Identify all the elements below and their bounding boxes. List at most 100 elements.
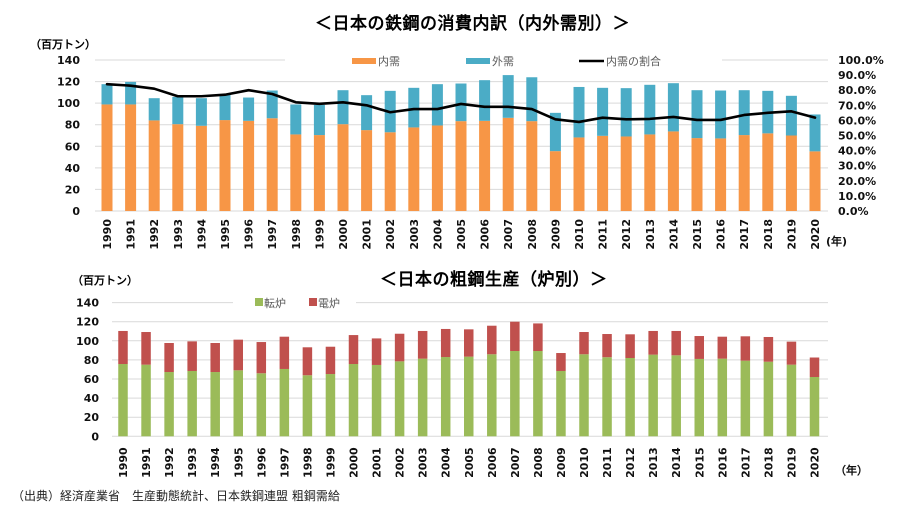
x-tick-label: 2011	[597, 219, 610, 250]
x-tick-label: 2014	[667, 219, 680, 250]
y-tick-label: 80	[84, 354, 100, 367]
legend-label-domestic: 内需	[378, 54, 400, 68]
x-tick-label: 2016	[716, 447, 729, 478]
x-tick-label: 2007	[502, 219, 515, 250]
bar-eaf-2015	[694, 336, 704, 359]
bar-bof-2014	[671, 355, 681, 437]
y-tick-label: 20	[65, 183, 81, 196]
y-tick-label: 100	[57, 97, 80, 110]
bar-bof-2007	[510, 351, 520, 437]
x-tick-label: 1995	[219, 219, 232, 250]
x-tick-label: 1998	[301, 447, 314, 478]
y-tick-label: 0	[72, 205, 80, 218]
y-tick-label: 0	[91, 430, 99, 443]
bar-export-2006	[479, 80, 491, 121]
bar-bof-2013	[648, 354, 658, 437]
y-tick-label: 20	[84, 411, 100, 424]
bar-bof-1999	[325, 374, 336, 437]
bar-eaf-2012	[625, 334, 635, 358]
legend-swatch-export	[466, 58, 490, 64]
y-tick-label: 40	[84, 392, 100, 405]
x-tick-label: 2005	[455, 219, 468, 250]
x-tick-label: 2018	[762, 447, 775, 478]
bar-bof-1994	[210, 372, 220, 437]
x-tick-label: 2002	[394, 447, 407, 478]
x-tick-label: 1997	[278, 447, 291, 478]
y2-tick-label: 90.0%	[838, 69, 876, 82]
x-tick-label: 2017	[739, 447, 752, 478]
bar-export-2013	[644, 84, 656, 135]
bar-export-1992	[148, 98, 160, 121]
bar-export-2001	[361, 95, 373, 131]
x-tick-label: 1992	[148, 219, 161, 250]
bar-bof-2020	[809, 376, 820, 437]
x-tick-label: 2015	[693, 447, 706, 478]
bar-eaf-1995	[233, 339, 243, 371]
bar-export-1994	[195, 98, 207, 126]
bar-eaf-1999	[325, 346, 336, 375]
bar-bof-2005	[464, 356, 474, 437]
legend-swatch-bof	[255, 298, 263, 306]
x-tick-label: 2003	[408, 219, 421, 250]
bar-export-2014	[667, 83, 679, 132]
bar-export-2009	[549, 112, 561, 152]
legend-swatch-domestic	[352, 58, 376, 64]
bar-eaf-2006	[487, 325, 497, 355]
bar-export-2011	[597, 87, 609, 136]
x-tick-label: 1991	[140, 447, 153, 478]
bar-domestic-2018	[762, 133, 774, 211]
y-tick-label: 80	[65, 119, 81, 132]
y-tick-label: 140	[57, 54, 80, 67]
bar-domestic-1990	[101, 104, 113, 211]
bar-domestic-2012	[620, 136, 632, 211]
bar-export-2000	[337, 90, 349, 125]
bar-eaf-1992	[164, 342, 174, 373]
bar-eaf-2002	[394, 333, 405, 362]
x-tick-label: 1996	[243, 219, 256, 250]
legend-label-ratio: 内需の割合	[606, 54, 661, 68]
bar-domestic-2009	[549, 151, 561, 211]
x-tick-label: 2005	[463, 447, 476, 478]
x-tick-label: 1993	[172, 219, 185, 250]
bar-eaf-1998	[302, 347, 313, 376]
bar-bof-1993	[187, 370, 197, 437]
x-tick-label: 2016	[715, 219, 728, 250]
x-tick-label: 2011	[601, 447, 614, 478]
y-tick-label: 60	[84, 373, 100, 386]
bar-eaf-2014	[671, 330, 681, 356]
bar-eaf-1997	[279, 336, 290, 369]
bar-eaf-2013	[648, 330, 658, 355]
x-tick-label: 2012	[620, 219, 633, 250]
bar-domestic-2010	[573, 137, 585, 211]
bar-domestic-2002	[384, 132, 396, 211]
x-tick-label: 1990	[101, 219, 114, 250]
bar-domestic-2013	[644, 134, 656, 211]
bar-bof-2001	[371, 364, 382, 437]
bar-export-1990	[101, 84, 113, 105]
bar-bof-1998	[302, 375, 313, 437]
bar-eaf-1996	[256, 342, 267, 374]
y-tick-label: 120	[76, 316, 99, 329]
y2-tick-label: 20.0%	[838, 175, 876, 188]
bar-bof-2003	[417, 358, 428, 437]
x-tick-label: 2000	[337, 219, 350, 250]
bar-bof-2008	[533, 351, 543, 437]
x-tick-label: 1998	[290, 219, 303, 250]
bar-eaf-2011	[602, 334, 612, 358]
bar-bof-2018	[763, 361, 774, 437]
bar-bof-2011	[602, 357, 612, 437]
x-tick-label: 2019	[785, 219, 798, 250]
x-tick-label: 2006	[486, 447, 499, 478]
bar-bof-1997	[279, 368, 290, 437]
bar-eaf-1990	[118, 330, 128, 365]
y2-tick-label: 100.0%	[838, 54, 884, 67]
bar-export-2016	[715, 90, 727, 139]
x-tick-label: 2015	[691, 219, 704, 250]
bar-export-2008	[526, 77, 538, 122]
legend-swatch-eaf	[309, 298, 317, 306]
bar-eaf-1994	[210, 342, 220, 373]
bar-domestic-2001	[361, 130, 373, 211]
consumption-chart-title: ＜日本の鉄鋼の消費内訳（内外需別）＞	[315, 14, 630, 34]
x-tick-label: 1993	[186, 447, 199, 478]
